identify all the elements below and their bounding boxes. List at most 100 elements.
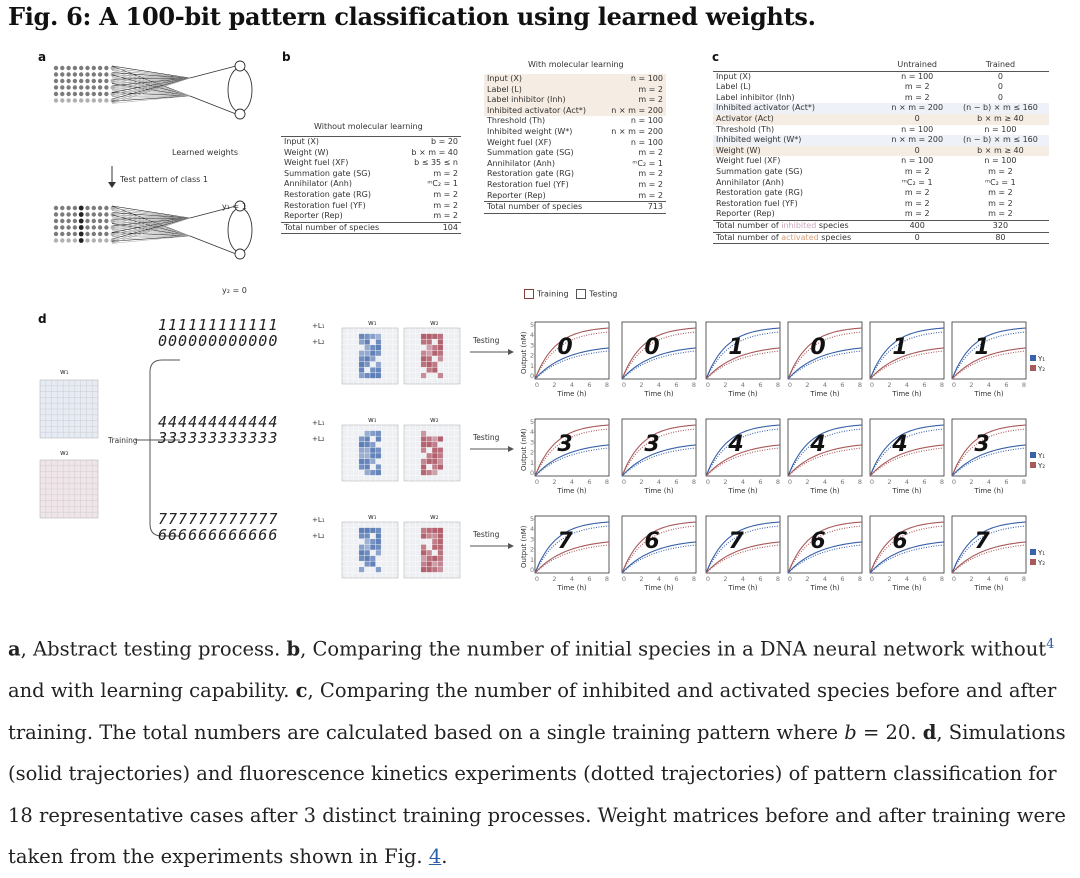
trained-count: m = 2: [988, 198, 1013, 208]
trained-count: (n − b) × m ≤ 160: [963, 135, 1038, 145]
x-tick-label: 6: [674, 478, 678, 486]
input-node: [60, 231, 65, 237]
weight-cell: [375, 350, 382, 356]
input-node: [97, 98, 103, 103]
input-node: [85, 98, 90, 103]
x-tick-label: 4: [823, 575, 827, 583]
legend-y1-text: Y₁: [1037, 549, 1045, 557]
weight-edge: [111, 95, 191, 100]
x-tick-label: 4: [823, 381, 827, 389]
test-digit: 4: [727, 432, 743, 457]
weight-cell: [375, 361, 382, 368]
weight-cell: [432, 441, 438, 448]
input-node: [53, 238, 59, 243]
weight-cell: [375, 550, 382, 556]
species-count: b ≤ 35 ≤ n: [414, 158, 458, 168]
weight-edge: [111, 217, 191, 224]
y-tick-label: 40: [530, 428, 538, 436]
species-name: Restoration gate (RG): [716, 188, 803, 198]
weight-cell: [364, 339, 370, 345]
species-count: n = 100: [630, 137, 663, 147]
weight-cell: [375, 339, 382, 345]
loser-experiment-curve: [621, 544, 697, 574]
x-tick-label: 2: [552, 381, 556, 389]
output-node-y1: [234, 200, 246, 212]
weight-cell: [420, 430, 427, 437]
loser-experiment-curve: [869, 544, 945, 574]
legend-y2-text: Y₂: [1037, 559, 1045, 567]
input-node: [60, 72, 65, 77]
input-node: [104, 225, 109, 230]
weight-edge: [111, 229, 191, 237]
winner-experiment-curve: [951, 428, 1027, 477]
weight-cell: [437, 561, 444, 567]
x-tick-label: 6: [1004, 478, 1008, 486]
training-legend-box: [524, 289, 534, 299]
caption-b-label: b: [286, 637, 301, 661]
x-tick-label: 8: [605, 478, 609, 486]
weight-cell: [358, 453, 365, 459]
species-count: b = 20: [430, 137, 458, 146]
input-node: [110, 91, 115, 97]
winner-simulation-curve: [534, 424, 610, 477]
class2-label-suffix: +L₂: [312, 338, 325, 346]
input-node: [72, 78, 78, 84]
figure-4-link[interactable]: 4: [428, 845, 442, 868]
weight-cell: [364, 458, 370, 465]
input-node: [97, 218, 103, 224]
w2-label: w₂: [60, 449, 69, 457]
species-count: m = 2: [601, 84, 666, 96]
weight-cell: [420, 566, 427, 573]
input-node: [53, 231, 59, 237]
winner-simulation-curve: [705, 424, 781, 477]
weight-edge: [111, 214, 191, 219]
species-count: ᵐC₂ = 1: [427, 179, 458, 189]
table-row: Annihilator (Anh) ᵐC₂ = 1 ᵐC₂ = 1: [713, 178, 1049, 189]
species-count: n = 100: [601, 74, 666, 85]
caption-b-text2: and with learning capability.: [8, 679, 296, 702]
input-node: [110, 225, 115, 230]
x-tick-label: 6: [758, 575, 762, 583]
loser-experiment-curve: [951, 350, 1027, 380]
weight-edge: [111, 77, 191, 91]
loser-experiment-curve: [621, 447, 697, 477]
weight-cell: [370, 544, 376, 550]
x-tick-label: 0: [535, 478, 539, 486]
y-tick-label: 20: [530, 449, 538, 457]
input-node: [104, 65, 109, 71]
input-node: [104, 218, 109, 224]
winner-simulation-curve: [869, 521, 945, 574]
reference-4-link[interactable]: 4: [1046, 637, 1055, 652]
test-digit: 6: [644, 529, 659, 554]
trained-count: m = 2: [988, 166, 1013, 176]
x-axis-label: Time (h): [891, 584, 922, 592]
weight-cell: [426, 367, 432, 373]
weight-cell: [437, 436, 444, 442]
input-node: [72, 218, 78, 224]
y-axis-label: Output (nM): [520, 525, 528, 568]
weight-edge: [111, 77, 191, 102]
x-tick-label: 6: [840, 381, 844, 389]
weight-cell: [364, 527, 370, 534]
weight-cell: [370, 469, 376, 476]
weight-cell: [358, 550, 365, 556]
weight-cell: [426, 339, 432, 345]
test-digit: 3: [974, 432, 989, 457]
total-prefix: Total number of: [716, 232, 782, 242]
weight-edge: [111, 235, 191, 242]
trained-w1-label: w₁: [368, 416, 377, 424]
weight-cell: [370, 333, 376, 340]
loser-simulation-curve: [621, 444, 697, 477]
x-axis-label: Time (h): [643, 584, 674, 592]
class2-label-suffix: +L₂: [312, 435, 325, 443]
weight-cell: [426, 533, 432, 539]
input-node: [91, 205, 96, 211]
weight-cell: [437, 550, 444, 556]
loser-simulation-curve: [869, 541, 945, 574]
species-count: b × m = 40: [411, 147, 458, 157]
weight-cell: [437, 527, 444, 534]
weight-cell: [426, 458, 432, 465]
weight-cell: [370, 555, 376, 562]
loser-simulation-curve: [787, 541, 863, 574]
